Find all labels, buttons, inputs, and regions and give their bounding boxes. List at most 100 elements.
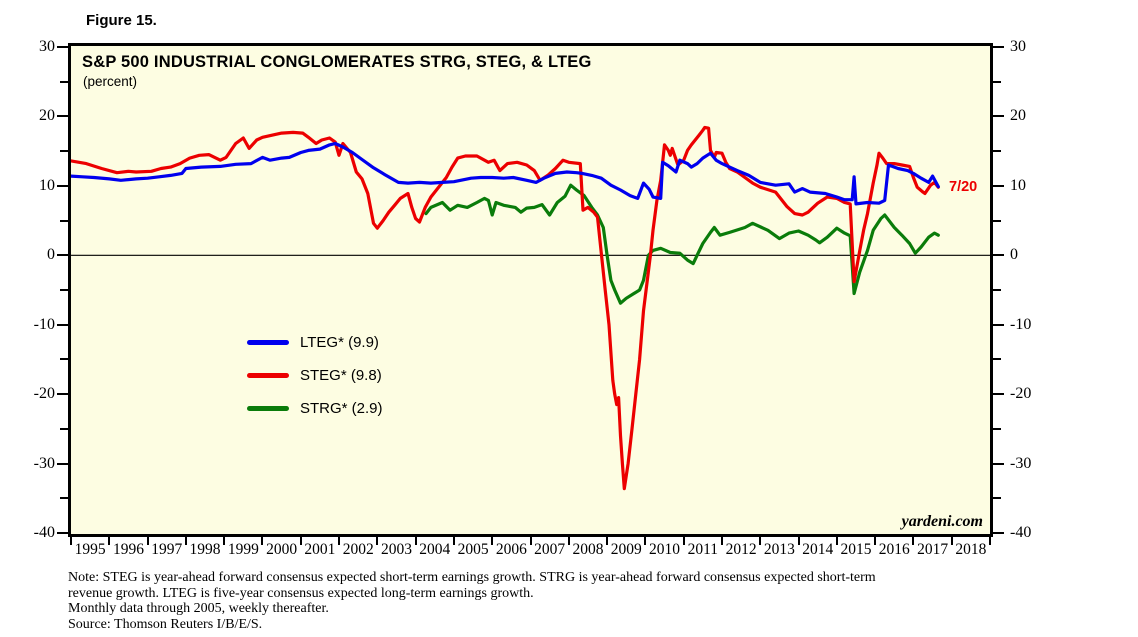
legend-item-strg: STRG* (2.9) [247, 392, 383, 425]
y-axis-major-tick [993, 46, 1004, 48]
y-axis-minor-tick [993, 497, 1001, 500]
x-axis-tick [184, 537, 187, 545]
x-axis-year-label: 2002 [342, 541, 374, 558]
x-axis-year-label: 2017 [917, 541, 949, 558]
y-axis-minor-tick [60, 150, 68, 153]
x-axis-year-label: 2018 [955, 541, 987, 558]
series-line-steg [71, 125, 940, 491]
x-axis-tick [529, 537, 532, 545]
y-axis-minor-tick [60, 358, 68, 361]
y-axis-label-left: -40 [33, 524, 55, 541]
note-line: revenue growth. LTEG is five-year consen… [68, 585, 534, 601]
legend-label: LTEG* (9.9) [300, 334, 379, 351]
x-axis-tick [720, 537, 723, 545]
x-axis-tick [797, 537, 800, 545]
plot-area [71, 125, 990, 491]
y-axis-label-right: -40 [1010, 524, 1032, 541]
y-axis-label-left: -10 [33, 315, 55, 333]
y-axis-label-left: -20 [33, 385, 55, 403]
x-axis-tick [491, 537, 494, 545]
x-axis-tick [989, 537, 991, 545]
x-axis-year-label: 2004 [419, 541, 451, 558]
x-axis-year-label: 2013 [763, 541, 795, 558]
y-axis-major-tick [57, 323, 68, 326]
y-axis-label-right: -20 [1010, 385, 1032, 403]
y-axis-major-tick [57, 532, 68, 534]
y-axis-major-tick [993, 532, 1004, 534]
x-axis-tick [644, 537, 647, 545]
note-line: Note: STEG is year-ahead forward consens… [68, 570, 876, 585]
y-axis-major-tick [57, 184, 68, 187]
y-axis-minor-tick [60, 219, 68, 222]
note-line: Monthly data through 2005, weekly therea… [68, 601, 329, 616]
x-axis-tick [567, 537, 570, 545]
x-axis-tick [759, 537, 762, 545]
last-date-annotation: 7/20 [949, 179, 978, 195]
y-axis-minor-tick [993, 150, 1001, 153]
x-axis-year-label: 2006 [495, 541, 527, 558]
y-axis-label-left: 0 [47, 246, 55, 264]
x-axis-tick [950, 537, 953, 545]
x-axis-year-label: 1998 [189, 541, 221, 558]
y-axis-major-tick [57, 462, 68, 465]
x-axis-tick [452, 537, 455, 545]
y-axis-label-right: 30 [1010, 38, 1026, 55]
legend-swatch-strg [247, 406, 289, 411]
y-axis-label-left: 20 [39, 107, 55, 125]
x-axis-tick [108, 537, 111, 545]
legend-swatch-steg [247, 373, 289, 378]
y-axis-major-tick [57, 393, 68, 396]
x-axis-year-label: 1996 [112, 541, 144, 558]
x-axis-tick [606, 537, 609, 545]
legend-swatch-lteg [247, 340, 289, 345]
y-axis-minor-tick [993, 289, 1001, 291]
y-axis-major-tick [993, 323, 1004, 326]
y-axis-major-tick [993, 115, 1004, 118]
legend-item-lteg: LTEG* (9.9) [247, 326, 383, 359]
y-axis-label-right: -30 [1010, 454, 1032, 472]
x-axis-year-label: 2016 [878, 541, 910, 558]
legend-label: STRG* (2.9) [300, 400, 383, 417]
y-axis-minor-tick [60, 427, 68, 430]
x-axis-year-label: 2007 [534, 541, 566, 558]
footnotes: Note: STEG is year-ahead forward consens… [68, 570, 876, 632]
x-axis-tick [299, 537, 302, 545]
y-axis-major-tick [57, 115, 68, 118]
x-axis-tick [376, 537, 379, 545]
y-axis-major-tick [993, 462, 1004, 465]
y-axis-major-tick [57, 46, 68, 48]
y-axis-minor-tick [60, 289, 68, 291]
x-axis-tick [682, 537, 685, 545]
x-axis-year-label: 2010 [649, 541, 681, 558]
y-axis-major-tick [993, 393, 1004, 396]
watermark: yardeni.com [901, 513, 983, 530]
x-axis-year-label: 2005 [457, 541, 489, 558]
y-axis-label-left: 30 [39, 38, 55, 55]
x-axis-year-label: 2009 [610, 541, 642, 558]
x-axis-tick [70, 537, 72, 545]
note-line: Source: Thomson Reuters I/B/E/S. [68, 616, 263, 632]
y-axis-minor-tick [60, 497, 68, 500]
y-axis-major-tick [993, 184, 1004, 187]
x-axis-year-label: 2012 [725, 541, 757, 558]
figure-label: Figure 15. [86, 12, 157, 29]
y-axis-minor-tick [993, 358, 1001, 361]
x-axis-tick [338, 537, 341, 545]
x-axis-tick [414, 537, 417, 545]
y-axis-major-tick [57, 254, 68, 257]
y-axis-label-right: 0 [1010, 246, 1018, 264]
y-axis-label-left: 10 [39, 176, 55, 194]
x-axis-tick [835, 537, 838, 545]
y-axis-label-right: 20 [1010, 107, 1026, 125]
chart-title: S&P 500 INDUSTRIAL CONGLOMERATES STRG, S… [82, 53, 592, 71]
x-axis-year-label: 1999 [227, 541, 259, 558]
legend-item-steg: STEG* (9.8) [247, 359, 383, 392]
x-axis-tick [261, 537, 264, 545]
x-axis-year-label: 1997 [151, 541, 183, 558]
x-axis-year-label: 2011 [687, 541, 719, 558]
x-axis-year-label: 2015 [840, 541, 872, 558]
y-axis-label-right: 10 [1010, 176, 1026, 194]
y-axis-minor-tick [993, 219, 1001, 222]
x-axis-tick [874, 537, 877, 545]
